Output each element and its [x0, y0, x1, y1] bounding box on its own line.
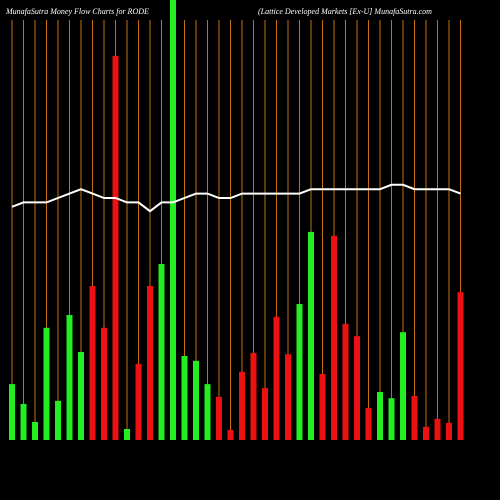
bar	[377, 392, 383, 440]
bar	[43, 327, 50, 440]
bar	[342, 323, 349, 440]
bar	[89, 286, 96, 440]
bar	[411, 396, 418, 440]
bar	[147, 286, 153, 440]
bar	[216, 396, 222, 440]
bar	[135, 363, 142, 440]
bar	[319, 374, 326, 440]
bar	[423, 426, 429, 440]
bar	[354, 336, 360, 440]
bar	[9, 384, 15, 440]
bar	[388, 398, 395, 440]
bar	[158, 264, 165, 440]
bar	[365, 407, 372, 440]
chart-title: MunafaSutra Money Flow Charts for RODE	[5, 7, 149, 16]
bar	[112, 55, 119, 440]
bar	[250, 352, 257, 440]
bar	[181, 355, 188, 440]
bar	[446, 422, 452, 440]
bar	[296, 304, 303, 440]
bar	[170, 0, 176, 440]
bar	[273, 316, 280, 440]
bar	[239, 371, 245, 440]
bar	[262, 388, 268, 440]
bar	[227, 429, 234, 440]
chart-subtitle: (Lattice Developed Markets [Ex-U] Munafa…	[258, 7, 432, 16]
bar	[308, 231, 314, 440]
bar	[66, 315, 73, 440]
bar	[78, 352, 84, 440]
bar	[400, 332, 406, 440]
bar	[101, 327, 107, 440]
bar	[124, 429, 130, 440]
bar	[55, 400, 61, 440]
bar	[204, 384, 211, 440]
bar	[32, 421, 38, 440]
bar	[331, 235, 337, 440]
flow-line	[11, 183, 461, 213]
bar	[20, 403, 27, 440]
bar	[193, 360, 199, 440]
bar	[457, 292, 464, 440]
bar	[285, 354, 291, 440]
bar	[434, 418, 441, 440]
